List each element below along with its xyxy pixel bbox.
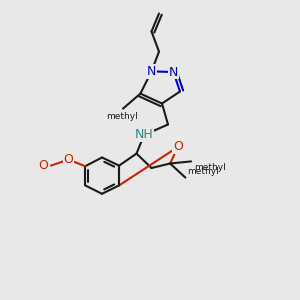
Text: methyl: methyl bbox=[194, 163, 226, 172]
Text: NH: NH bbox=[135, 128, 153, 142]
Text: O: O bbox=[173, 140, 183, 154]
Text: methyl: methyl bbox=[187, 167, 219, 176]
Text: O: O bbox=[64, 153, 73, 166]
Text: O: O bbox=[38, 159, 48, 172]
Text: N: N bbox=[169, 65, 178, 79]
Text: N: N bbox=[147, 65, 156, 78]
Text: methyl: methyl bbox=[106, 112, 137, 121]
